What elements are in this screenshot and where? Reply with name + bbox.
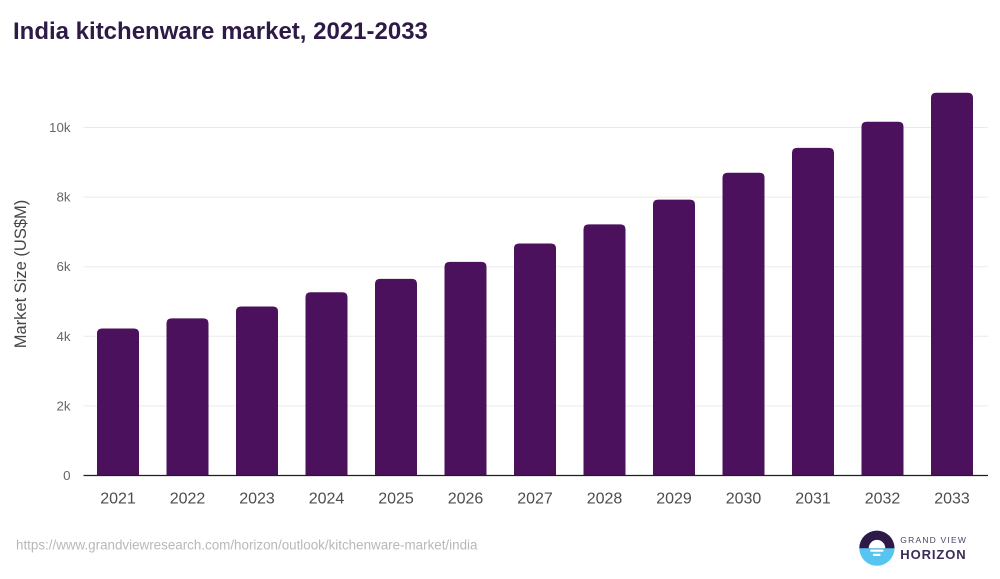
svg-text:2024: 2024: [309, 491, 345, 508]
svg-text:8k: 8k: [56, 190, 70, 205]
svg-text:Market Size (US$M): Market Size (US$M): [12, 200, 30, 349]
svg-text:HORIZON: HORIZON: [900, 547, 966, 562]
svg-text:2025: 2025: [378, 491, 414, 508]
svg-text:10k: 10k: [49, 120, 71, 135]
svg-text:2031: 2031: [795, 491, 831, 508]
svg-text:2029: 2029: [656, 491, 692, 508]
svg-text:2027: 2027: [517, 491, 553, 508]
svg-text:4k: 4k: [56, 329, 70, 344]
svg-text:https://www.grandviewresearch.: https://www.grandviewresearch.com/horizo…: [16, 537, 478, 552]
svg-text:2k: 2k: [56, 398, 70, 413]
svg-text:6k: 6k: [56, 259, 70, 274]
svg-text:2023: 2023: [239, 491, 275, 508]
svg-text:2028: 2028: [587, 491, 623, 508]
svg-text:2030: 2030: [726, 491, 762, 508]
svg-text:2033: 2033: [934, 491, 970, 508]
svg-text:2026: 2026: [448, 491, 484, 508]
svg-text:2022: 2022: [170, 491, 206, 508]
svg-text:GRAND VIEW: GRAND VIEW: [900, 535, 967, 545]
svg-text:India kitchenware market, 2021: India kitchenware market, 2021-2033: [13, 18, 428, 45]
svg-text:2021: 2021: [100, 491, 136, 508]
svg-text:0: 0: [63, 468, 70, 483]
svg-text:2032: 2032: [865, 491, 901, 508]
